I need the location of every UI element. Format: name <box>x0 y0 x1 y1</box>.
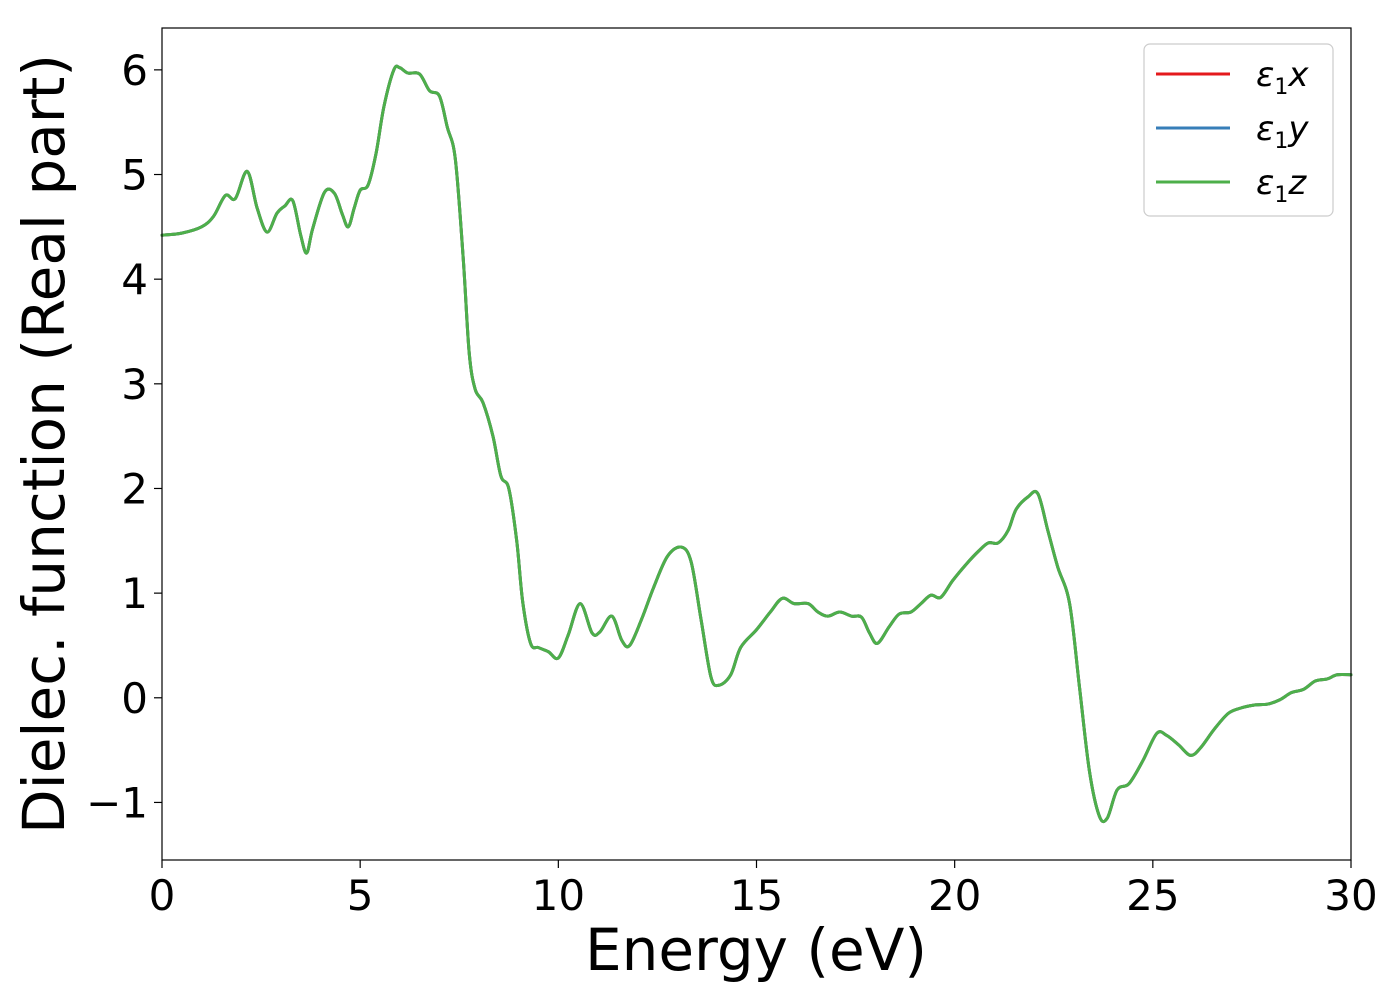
legend-symbol: ε <box>1256 109 1274 149</box>
x-axis: 0 5 10 15 20 25 30 <box>149 860 1378 920</box>
y-tick-label: 3 <box>121 360 148 409</box>
x-tick-label: 0 <box>149 871 176 920</box>
legend-subscript: 1 <box>1274 129 1288 154</box>
x-tick-label: 10 <box>532 871 585 920</box>
series-line-eps1z <box>160 64 1353 824</box>
x-tick-label: 25 <box>1126 871 1179 920</box>
x-tick-label: 30 <box>1324 871 1377 920</box>
y-tick-label: 2 <box>121 464 148 513</box>
legend-label: ε1y <box>1256 109 1309 154</box>
legend-label: ε1x <box>1256 55 1309 100</box>
y-axis: −1 0 1 2 3 4 5 6 <box>86 46 162 827</box>
y-tick-label: −1 <box>86 778 148 827</box>
y-tick-label: 1 <box>121 569 148 618</box>
x-tick-label: 5 <box>347 871 374 920</box>
x-axis-title: Energy (eV) <box>585 916 927 984</box>
legend-variable: z <box>1287 163 1307 203</box>
legend-variable: y <box>1287 109 1309 149</box>
series-layer <box>160 64 1353 824</box>
y-axis-title: Dielec. function (Real part) <box>10 54 78 834</box>
legend-symbol: ε <box>1256 55 1274 95</box>
legend-symbol: ε <box>1256 163 1274 203</box>
y-tick-label: 5 <box>121 151 148 200</box>
legend-subscript: 1 <box>1274 183 1288 208</box>
legend-subscript: 1 <box>1274 75 1288 100</box>
legend-label: ε1z <box>1256 163 1307 208</box>
x-tick-label: 15 <box>730 871 783 920</box>
y-tick-label: 0 <box>121 674 148 723</box>
y-tick-label: 6 <box>121 46 148 95</box>
y-tick-label: 4 <box>121 255 148 304</box>
x-tick-label: 20 <box>928 871 981 920</box>
legend-variable: x <box>1287 55 1309 95</box>
legend-box <box>1143 43 1334 217</box>
